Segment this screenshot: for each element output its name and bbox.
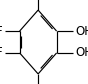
Text: F: F: [0, 46, 3, 59]
Text: OH: OH: [75, 46, 88, 59]
Text: OH: OH: [75, 25, 88, 38]
Text: F: F: [0, 25, 3, 38]
